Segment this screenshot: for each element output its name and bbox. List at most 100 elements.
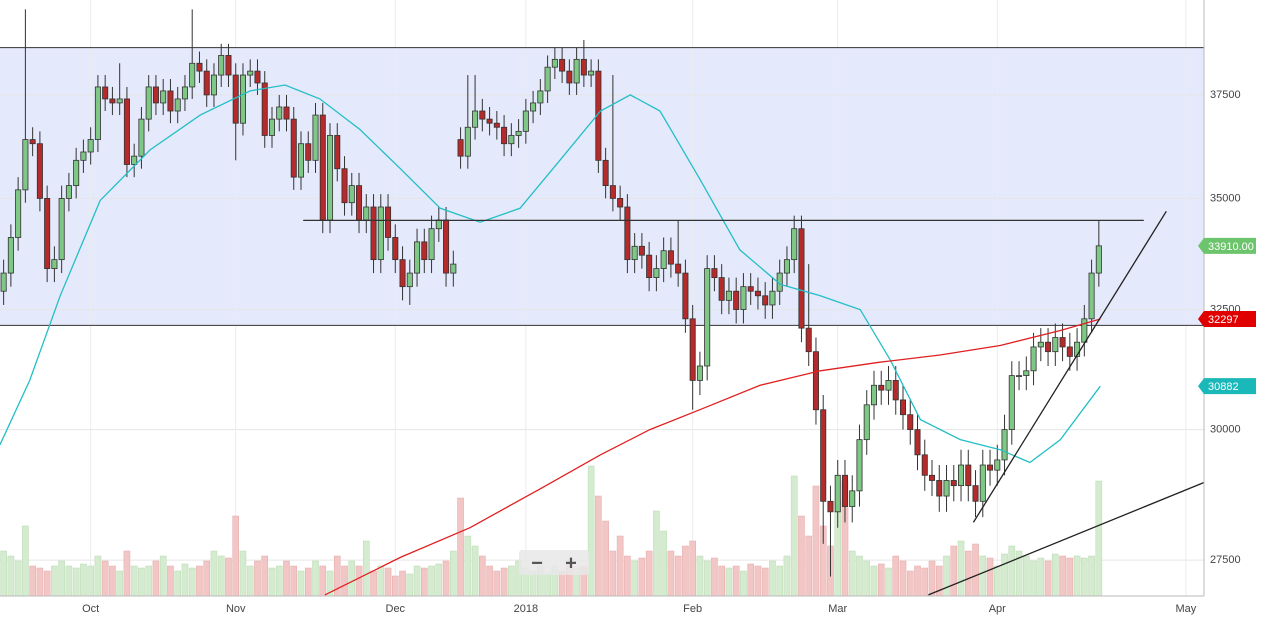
candle-body	[225, 55, 232, 76]
volume-bar	[906, 570, 914, 597]
candle-body	[36, 143, 43, 199]
candle-body	[152, 86, 159, 104]
candle-body	[109, 98, 116, 104]
volume-bar	[631, 560, 638, 597]
candle-body	[856, 439, 863, 492]
volume-bar	[442, 560, 450, 597]
volume-bar	[87, 565, 94, 597]
volume-bar	[798, 515, 805, 597]
candle-body	[305, 143, 312, 161]
volume-bar	[1037, 557, 1045, 597]
candle-body	[958, 464, 965, 487]
volume-bar	[435, 563, 443, 597]
candle-body	[580, 58, 587, 76]
candle-body	[820, 409, 827, 502]
candle-body	[595, 70, 602, 161]
candle-body	[247, 70, 254, 76]
y-tick-label: 27500	[1210, 554, 1241, 566]
candle-body	[450, 263, 457, 274]
volume-bar	[950, 545, 958, 597]
candle-body	[994, 459, 1001, 471]
volume-bar	[0, 550, 7, 597]
candle-body	[1052, 337, 1059, 353]
volume-bar	[7, 555, 15, 597]
candle-body	[261, 82, 268, 136]
candle-body	[1045, 341, 1052, 353]
candle-body	[348, 185, 355, 204]
volume-bar	[188, 567, 196, 597]
volume-bar	[616, 535, 624, 597]
x-tick-label: Nov	[226, 603, 246, 615]
zoom-out-button[interactable]: −	[531, 552, 543, 574]
candle-body	[936, 480, 943, 497]
candle-body	[972, 485, 979, 502]
trend-line	[928, 481, 1205, 596]
volume-bar	[471, 545, 479, 597]
volume-bar	[1044, 560, 1052, 597]
candle-body	[406, 272, 413, 288]
candle-body	[631, 245, 638, 261]
volume-bar	[36, 567, 44, 597]
volume-bar	[391, 575, 399, 597]
candle-body	[29, 139, 36, 145]
volume-bar	[703, 560, 711, 597]
candle-body	[356, 185, 363, 221]
candle-body	[617, 198, 624, 208]
volume-bar	[964, 550, 972, 597]
candle-body	[965, 464, 972, 487]
volume-bar	[297, 570, 305, 597]
candle-body	[239, 74, 246, 124]
candle-body	[559, 58, 566, 72]
y-tick-label: 37500	[1210, 89, 1241, 101]
candle-body	[711, 268, 718, 278]
volume-bar	[986, 557, 994, 597]
volume-bar	[65, 565, 73, 597]
volume-bar	[769, 560, 776, 597]
volume-bar	[914, 565, 921, 597]
volume-bar	[645, 550, 653, 597]
x-tick-label: Apr	[989, 603, 1006, 615]
zoom-in-button[interactable]: +	[565, 552, 577, 574]
volume-bar	[486, 565, 493, 597]
candle-body	[218, 55, 225, 76]
price-tag-label: 32297	[1208, 314, 1239, 326]
candle-body	[443, 219, 450, 274]
volume-bar	[674, 555, 682, 597]
volume-bar	[682, 545, 689, 597]
volume-bar	[167, 565, 174, 597]
volume-bar	[152, 560, 160, 597]
candle-body	[689, 318, 696, 381]
volume-bar	[22, 525, 29, 597]
candle-body	[892, 380, 899, 401]
volume-bar	[667, 550, 675, 597]
moving-average	[0, 84, 1101, 464]
candle-body	[573, 58, 580, 84]
volume-bar	[1088, 555, 1095, 597]
volume-bar	[856, 555, 863, 597]
x-tick-label: Mar	[828, 603, 847, 615]
volume-bar	[232, 515, 240, 597]
candle-body	[414, 241, 421, 274]
volume-bar	[138, 567, 145, 597]
volume-bar	[696, 555, 704, 597]
candle-body	[319, 114, 326, 221]
candle-body	[1095, 245, 1102, 274]
volume-bar	[1073, 555, 1081, 597]
candle-body	[268, 118, 275, 136]
candle-body	[805, 327, 812, 353]
candle-body	[1059, 337, 1066, 348]
candle-body	[290, 118, 297, 178]
candle-body	[123, 98, 130, 165]
x-tick-label: May	[1175, 603, 1196, 615]
volume-bar	[101, 560, 109, 597]
candle-body	[515, 130, 522, 136]
volume-bar	[805, 535, 813, 597]
volume-bar	[609, 550, 617, 597]
candle-body	[769, 290, 776, 306]
candle-body	[421, 241, 428, 261]
volume-bar	[159, 555, 167, 597]
candle-body	[827, 500, 834, 513]
candle-body	[646, 254, 653, 278]
volume-bar	[370, 570, 377, 597]
